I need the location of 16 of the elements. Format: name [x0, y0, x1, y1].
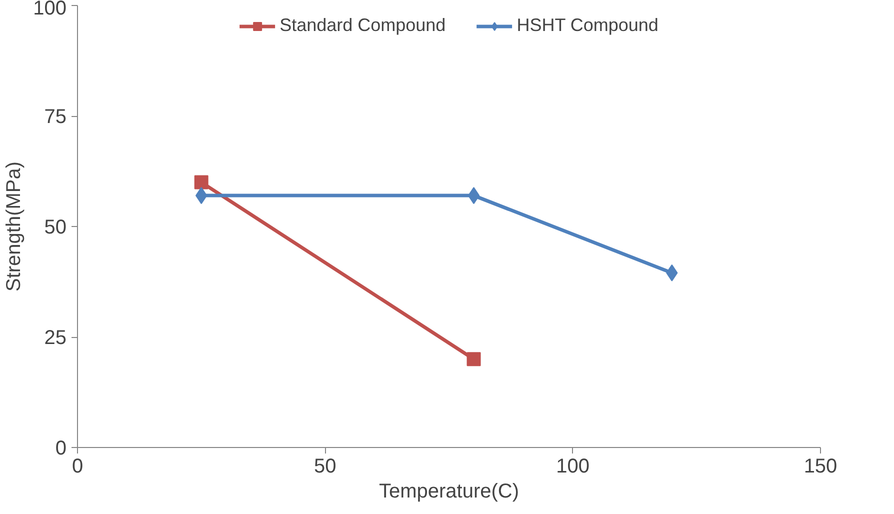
x-tick-label: 50	[314, 456, 336, 478]
x-tick-label: 150	[804, 456, 838, 478]
point	[468, 187, 480, 204]
x-axis-title: Temperature(C)	[378, 480, 520, 502]
x-tick-label: 0	[72, 456, 84, 478]
legend-label: HSHT Compound	[516, 15, 658, 36]
y-axis-title: Strength(MPa)	[3, 161, 26, 292]
y-tick-label: 0	[55, 438, 66, 460]
x-tick-label: 100	[556, 456, 590, 478]
y-tick-label: 75	[44, 106, 67, 128]
y-tick-label: 50	[44, 216, 67, 238]
point	[194, 175, 208, 190]
legend-label: Standard Compound	[280, 15, 446, 36]
y-tick-label: 100	[33, 0, 67, 20]
y-tick-label: 25	[44, 327, 67, 349]
point	[466, 352, 481, 366]
